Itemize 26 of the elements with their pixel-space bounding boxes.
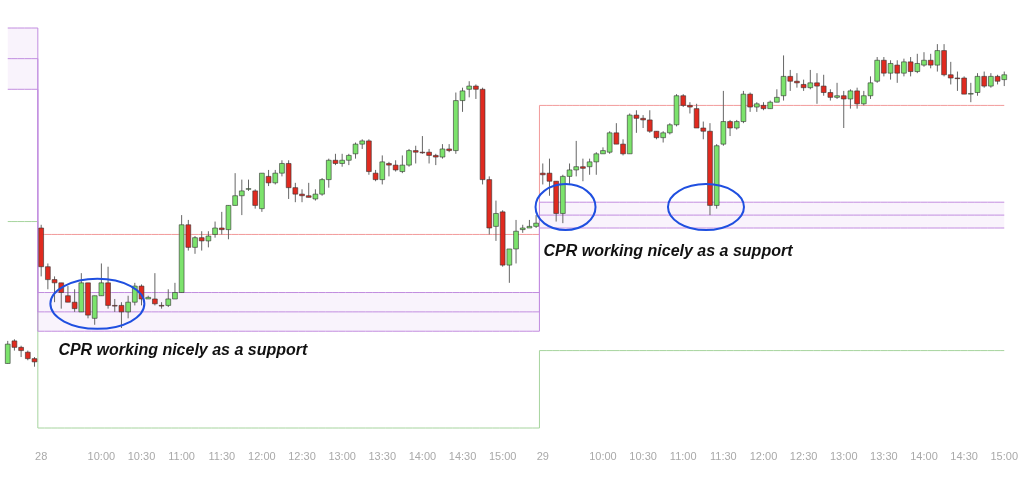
x-tick-label: 14:30 <box>950 449 978 462</box>
x-tick-label: 11:30 <box>208 449 236 462</box>
x-tick-label: 10:30 <box>629 449 657 462</box>
x-tick-label: 13:30 <box>368 449 397 462</box>
x-tick-label: 10:00 <box>87 449 116 462</box>
x-tick-label: 12:00 <box>749 449 778 462</box>
x-tick-label: 15:00 <box>990 449 1019 462</box>
x-tick-label: 10:30 <box>127 449 156 462</box>
x-tick-label: 11:30 <box>710 449 737 462</box>
x-tick-label: 29 <box>536 449 549 462</box>
annotation: CPR working nicely as a support <box>58 341 308 359</box>
x-tick-label: 13:00 <box>328 449 356 462</box>
x-tick-label: 13:30 <box>870 449 898 462</box>
x-tick-label: 10:00 <box>589 449 617 462</box>
annotation: CPR working nicely as a support <box>543 242 794 260</box>
x-tick-label: 15:00 <box>488 449 517 462</box>
x-tick-label: 12:00 <box>248 449 276 462</box>
x-tick-label: 11:00 <box>168 449 195 462</box>
x-tick-label: 14:30 <box>448 449 477 462</box>
x-tick-label: 14:00 <box>910 449 938 462</box>
x-tick-label: 28 <box>35 449 48 462</box>
x-tick-label: 11:00 <box>669 449 697 462</box>
x-tick-label: 12:30 <box>789 449 818 462</box>
x-tick-label: 12:30 <box>288 449 316 462</box>
x-tick-label: 14:00 <box>408 449 437 462</box>
x-tick-label: 13:00 <box>829 449 858 462</box>
